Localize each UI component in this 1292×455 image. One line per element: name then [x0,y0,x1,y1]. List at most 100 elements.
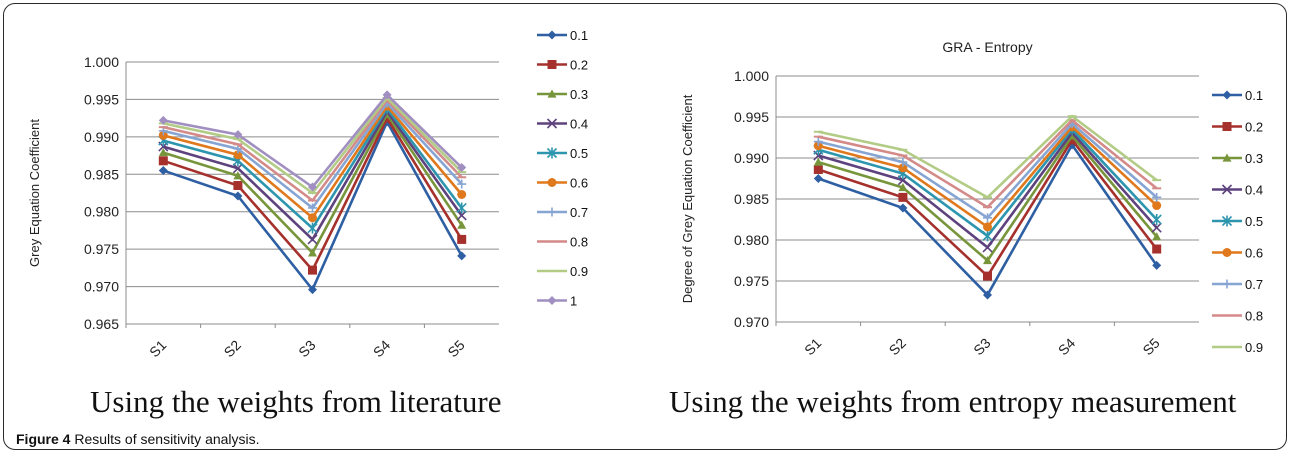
x-tick-label: S4 [1055,335,1079,359]
legend-marker [547,178,557,187]
legend-label: 0.3 [570,87,588,102]
y-tick-label: 0.965 [84,316,119,332]
figure-caption: Figure 4 Results of sensitivity analysis… [16,431,260,447]
data-point [308,203,317,213]
data-point [898,163,908,173]
data-point [308,265,317,275]
legend-marker [1222,153,1232,162]
y-tick-label: 0.980 [734,232,769,248]
data-point [813,164,823,174]
data-point [983,271,992,281]
legend-label: 0.4 [570,117,588,132]
y-tick-label: 0.980 [84,204,119,220]
data-point [158,166,168,176]
data-point [308,248,317,257]
chart-literature-weights: 0.965 0.970 0.975 0.980 0.985 0.990 0.995 1.000… [27,28,588,361]
data-point [232,163,243,174]
legend-label: 0.8 [1245,309,1263,324]
data-point [307,222,318,234]
data-point [308,213,317,223]
data-point [898,203,908,213]
legend-entry: 0.8 [1212,309,1263,324]
x-tick-label: S5 [1139,335,1163,359]
chart-title: GRA - Entropy [942,39,1032,55]
y-tick-label: 0.995 [734,109,769,125]
data-point [983,213,992,223]
x-tick-label: S4 [370,337,394,361]
data-point [456,210,467,221]
series-0.8 [813,118,1162,209]
data-point [307,234,318,245]
legend-label: 0.6 [1245,246,1263,261]
legend-label: 0.1 [1245,88,1263,103]
y-tick-label: 0.975 [734,273,769,289]
y-tick-label: 0.975 [84,241,119,257]
data-point [813,174,823,183]
y-tick-label: 0.995 [84,91,119,107]
data-point [382,90,392,100]
series-1 [158,90,467,192]
series-line [163,95,463,195]
data-point [1152,201,1162,211]
legend-label: 0.8 [570,235,588,250]
data-point [1067,135,1077,145]
data-point [233,171,243,180]
data-point [898,183,908,192]
legend-marker [546,118,558,129]
legend-entry: 0.5 [1212,214,1263,229]
legend-label: 0.3 [1245,151,1263,166]
data-point [898,157,908,167]
legend-entry: 0.9 [1212,340,1263,355]
data-point [456,202,467,214]
legend-label: 0.7 [570,205,588,220]
legend-marker [1222,90,1232,100]
y-axis-label: Degree of Grey Equation Coefficient [680,94,695,303]
y-tick-label: 0.990 [734,150,769,166]
legend-label: 0.9 [570,264,588,279]
data-point [983,222,992,232]
legend-entry: 0.1 [537,28,588,43]
data-point [233,181,243,191]
data-point [233,130,243,140]
data-point [1152,260,1162,270]
legend-label: 0.2 [1245,120,1263,135]
legend-label: 1 [570,294,577,309]
legend-label: 0.6 [570,176,588,191]
data-point [1152,192,1162,202]
y-tick-label: 1.000 [734,68,769,84]
data-point [983,290,992,300]
y-axis-label: Grey Equation Coefficient [27,119,42,267]
legend-marker [1222,248,1232,257]
data-point [1152,232,1162,241]
chart-entropy-weights: GRA - Entropy 0.970 0.975 0.980 0.985 0.990 0.… [680,39,1263,359]
legend-marker [1221,215,1233,227]
legend-entry: 0.3 [537,87,588,102]
data-point [983,256,992,265]
x-tick-label: S1 [146,337,170,361]
legend-label: 0.9 [1245,340,1263,355]
legend-entry: 1 [537,294,577,309]
legend-label: 0.7 [1245,277,1263,292]
data-point [158,115,168,125]
legend-marker [547,30,557,40]
legend-marker [1222,279,1232,289]
y-tick-label: 0.985 [734,191,769,207]
data-point [457,179,467,189]
legend-entry: 0.9 [537,264,588,279]
legend-entry: 0.2 [537,58,588,73]
legend-marker [546,147,558,159]
legend-label: 0.1 [570,28,588,43]
legend-entry: 0.3 [1212,151,1263,166]
data-point [1151,214,1162,225]
x-tick-label: S5 [444,337,468,361]
data-point [982,242,993,253]
data-point [233,150,243,160]
data-point [382,113,392,123]
series-0.2 [813,135,1162,281]
legend-entry: 0.1 [1212,88,1263,103]
legend-entry: 0.8 [537,235,588,250]
legend-marker [547,89,557,98]
panel-caption-entropy: Using the weights from entropy measureme… [669,384,1237,419]
legend-label: 0.5 [570,146,588,161]
y-tick-label: 0.970 [84,279,119,295]
